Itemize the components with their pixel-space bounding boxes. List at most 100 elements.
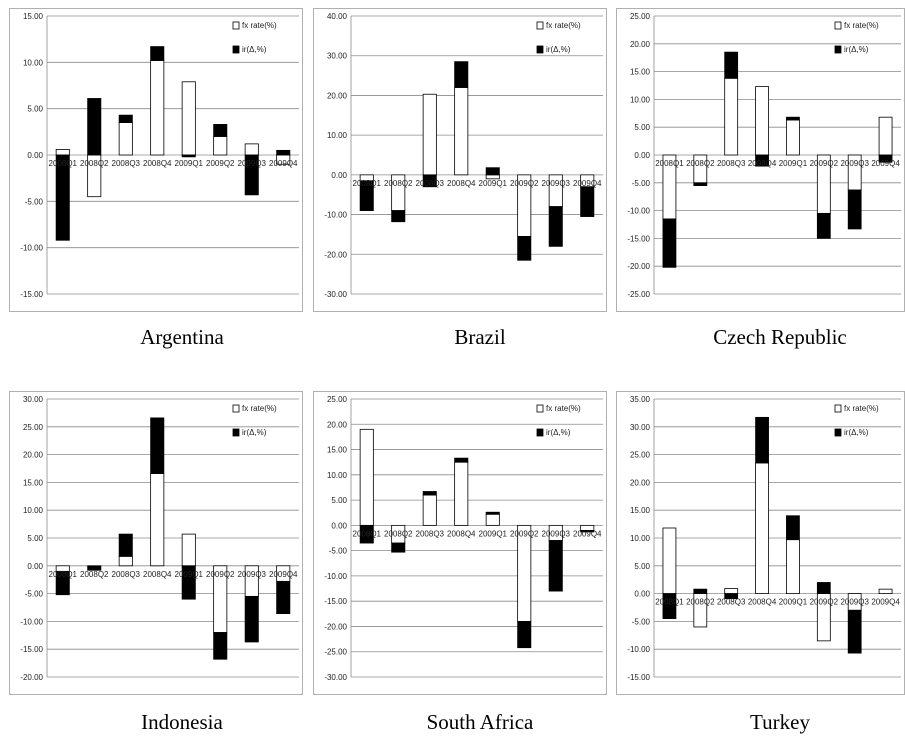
y-tick-label: 15.00 xyxy=(630,68,651,77)
x-tick-label: 2008Q3 xyxy=(717,159,746,168)
caption-czech-republic: Czech Republic xyxy=(713,325,847,349)
legend-label-fx: fx rate(%) xyxy=(546,404,581,413)
x-tick-label: 2009Q1 xyxy=(779,598,808,607)
legend-label-ir: ir(Δ,%) xyxy=(242,45,267,54)
x-tick-label: 2008Q1 xyxy=(655,159,684,168)
chart-brazil: -30.00 -20.00 -10.00 0.00 10.00 20.00 30.00 40.… xyxy=(313,8,607,312)
legend-label-ir: ir(Δ,%) xyxy=(546,45,571,54)
bar-fx xyxy=(662,527,677,595)
legend-swatch-ir xyxy=(834,428,842,437)
legend-label-ir: ir(Δ,%) xyxy=(546,428,571,437)
y-tick-label: -5.00 xyxy=(25,590,44,599)
x-tick-label: 2008Q3 xyxy=(416,529,445,538)
bar-fx xyxy=(150,473,165,567)
bar-ir xyxy=(422,174,437,188)
y-tick-label: 5.00 xyxy=(634,562,650,571)
bar-fx xyxy=(755,462,769,595)
legend-label-fx: fx rate(%) xyxy=(844,21,879,30)
bar-fx xyxy=(118,555,133,567)
x-tick-label: 2008Q3 xyxy=(112,570,141,579)
bar-ir xyxy=(755,416,769,464)
caption-argentina: Argentina xyxy=(140,325,224,349)
y-tick-label: 5.00 xyxy=(331,496,347,505)
chart-panel-argentina: -15.00 -10.00 -5.00 0.00 5.00 10.00 15.00 2008Q… xyxy=(9,8,303,312)
y-tick-label: -30.00 xyxy=(324,290,347,299)
legend-swatch-fx xyxy=(536,404,544,413)
bar-ir xyxy=(118,533,133,557)
x-tick-label: 2009Q3 xyxy=(840,598,869,607)
chart-panel-indonesia: -20.00 -15.00 -10.00 -5.00 0.00 5.00 10.00 15.0… xyxy=(9,391,303,695)
bar-ir xyxy=(87,98,102,156)
x-tick-label: 2009Q4 xyxy=(871,159,900,168)
x-tick-label: 2008Q4 xyxy=(447,179,476,188)
y-tick-label: -5.00 xyxy=(329,547,348,556)
x-tick-label: 2009Q2 xyxy=(206,159,235,168)
x-tick-label: 2009Q3 xyxy=(542,179,571,188)
y-tick-label: 25.00 xyxy=(327,395,348,404)
x-tick-label: 2009Q3 xyxy=(238,159,267,168)
y-tick-label: 40.00 xyxy=(327,12,348,21)
y-tick-label: 20.00 xyxy=(23,451,44,460)
y-tick-label: 20.00 xyxy=(327,420,348,429)
bar-ir xyxy=(786,515,800,541)
legend-label-ir: ir(Δ,%) xyxy=(844,428,869,437)
y-tick-label: -20.00 xyxy=(20,673,43,682)
bar-ir xyxy=(724,593,739,600)
x-tick-label: 2008Q1 xyxy=(353,529,382,538)
y-tick-label: 20.00 xyxy=(630,478,651,487)
bar-ir xyxy=(150,417,165,474)
legend-swatch-fx xyxy=(834,404,842,413)
bar-ir xyxy=(485,511,500,515)
bar-ir xyxy=(55,154,70,241)
bar-ir xyxy=(454,457,469,463)
y-tick-label: -15.00 xyxy=(20,290,43,299)
x-tick-label: 2008Q2 xyxy=(384,179,413,188)
chart-south-africa: -30.00 -25.00 -20.00 -15.00 -10.00 -5.00 0.00 5… xyxy=(313,391,607,695)
caption-indonesia: Indonesia xyxy=(141,710,223,734)
y-tick-label: 10.00 xyxy=(327,471,348,480)
bar-fx xyxy=(244,143,259,156)
y-tick-label: 10.00 xyxy=(630,95,651,104)
bar-ir xyxy=(359,524,374,544)
legend-swatch-fx xyxy=(232,21,240,30)
legend-swatch-fx xyxy=(834,21,842,30)
bar-ir xyxy=(662,218,677,268)
y-tick-label: 15.00 xyxy=(23,12,44,21)
bar-ir xyxy=(724,51,739,79)
x-tick-label: 2009Q1 xyxy=(175,570,204,579)
y-tick-label: -15.00 xyxy=(20,645,43,654)
bar-ir xyxy=(213,124,228,137)
x-tick-label: 2008Q4 xyxy=(143,570,172,579)
caption-south-africa: South Africa xyxy=(426,710,534,734)
y-tick-label: 5.00 xyxy=(27,534,43,543)
bar-fx xyxy=(422,93,437,176)
y-tick-label: -10.00 xyxy=(627,207,650,216)
bar-fx xyxy=(724,588,739,594)
y-tick-label: -25.00 xyxy=(627,290,650,299)
y-tick-label: 30.00 xyxy=(630,423,651,432)
x-tick-label: 2008Q3 xyxy=(112,159,141,168)
caption-brazil: Brazil xyxy=(454,325,506,349)
bar-ir xyxy=(548,206,563,247)
bar-ir xyxy=(181,565,196,600)
bar-ir xyxy=(391,542,406,553)
y-tick-label: 30.00 xyxy=(327,52,348,61)
y-tick-label: 10.00 xyxy=(327,131,348,140)
y-tick-label: 0.00 xyxy=(27,562,43,571)
bar-ir xyxy=(517,236,532,261)
bar-fx xyxy=(55,149,70,156)
y-tick-label: 35.00 xyxy=(630,395,651,404)
legend-swatch-fx xyxy=(536,21,544,30)
x-tick-label: 2009Q2 xyxy=(810,159,839,168)
chart-panel-brazil: -30.00 -20.00 -10.00 0.00 10.00 20.00 30.00 40.… xyxy=(313,8,607,312)
x-tick-label: 2009Q1 xyxy=(479,179,508,188)
legend-label-ir: ir(Δ,%) xyxy=(242,428,267,437)
x-tick-label: 2009Q2 xyxy=(510,179,539,188)
y-tick-label: 15.00 xyxy=(23,478,44,487)
y-tick-label: -20.00 xyxy=(627,262,650,271)
y-tick-label: -5.00 xyxy=(632,617,651,626)
bar-ir xyxy=(693,588,708,594)
bar-fx xyxy=(359,428,374,526)
y-tick-label: 0.00 xyxy=(331,521,347,530)
y-tick-label: -15.00 xyxy=(627,673,650,682)
